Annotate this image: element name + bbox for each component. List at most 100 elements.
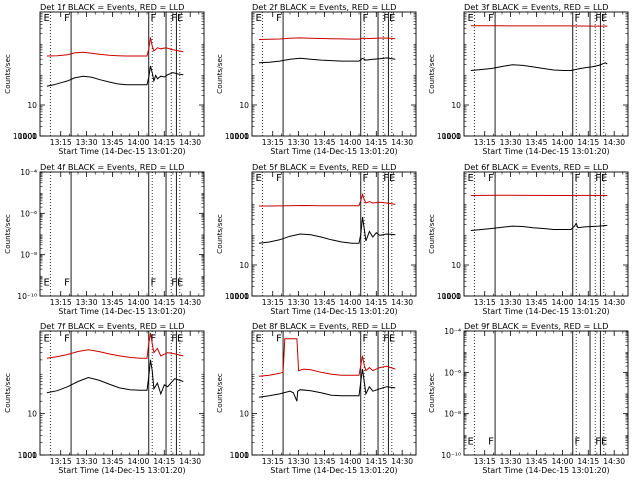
x-tick-label: 14:30 <box>179 138 201 147</box>
series-line-events <box>470 62 608 71</box>
x-tick-label: 13:15 <box>50 298 72 307</box>
x-tick-label: 14:30 <box>179 298 201 307</box>
y-tick-label: 10 <box>239 261 249 270</box>
y-tick-label: 1000 <box>230 292 249 301</box>
interval-marker: F <box>362 13 368 24</box>
x-tick-label: 14:30 <box>391 457 413 466</box>
y-axis-label: Counts/sec <box>427 214 436 254</box>
interval-marker: FE <box>171 13 183 24</box>
x-tick-label: 14:00 <box>551 138 573 147</box>
x-axis-label: Start Time (14-Dec-15 13:01:20) <box>482 147 609 156</box>
x-tick-label: 14:15 <box>153 457 175 466</box>
interval-marker: FE <box>383 13 395 24</box>
interval-marker: E <box>43 333 49 344</box>
interval-marker: FE <box>383 173 395 184</box>
x-tick-label: 14:15 <box>153 298 175 307</box>
interval-marker: FE <box>383 333 395 344</box>
interval-marker: FE <box>595 13 607 24</box>
plot-frame <box>39 330 205 456</box>
panel-det-6: Det 6f BLACK = Events, RED = LLD 1 10 10010… <box>427 162 629 316</box>
interval-marker: F <box>150 278 156 289</box>
x-tick-label: 13:30 <box>288 457 310 466</box>
panel-title: Det 4f BLACK = Events, RED = LLD <box>40 162 184 172</box>
x-axis-label: Start Time (14-Dec-15 13:01:20) <box>58 466 185 475</box>
y-tick-label: 100 <box>23 132 38 141</box>
interval-marker: E <box>255 13 261 24</box>
x-tick-label: 14:30 <box>391 138 413 147</box>
interval-marker: F <box>150 333 156 344</box>
panel-title: Det 1f BLACK = Events, RED = LLD <box>40 2 184 12</box>
interval-marker: F <box>362 173 368 184</box>
panel-title: Det 6f BLACK = Events, RED = LLD <box>464 162 608 172</box>
y-tick-label: 10000 <box>225 132 249 141</box>
x-tick-label: 13:30 <box>500 138 522 147</box>
x-axis-label: Start Time (14-Dec-15 13:01:20) <box>58 147 185 156</box>
x-tick-label: 13:45 <box>526 457 548 466</box>
plot-frame <box>251 330 417 456</box>
x-tick-label: 13:15 <box>50 457 72 466</box>
y-tick-label: 100 <box>235 132 250 141</box>
interval-marker: E <box>43 13 49 24</box>
y-tick-label: 10⁻¹⁰ <box>17 292 37 301</box>
y-tick-label: 1000 <box>18 132 37 141</box>
y-tick-label: 10000 <box>225 292 249 301</box>
x-tick-label: 14:00 <box>339 138 361 147</box>
x-tick-label: 13:15 <box>474 298 496 307</box>
interval-marker: F <box>574 173 580 184</box>
panel-det-4: Det 4f BLACK = Events, RED = LLD 10⁻¹⁰ 10⁻… <box>3 162 205 316</box>
x-tick-label: 14:30 <box>603 457 625 466</box>
series-line-lld <box>258 37 396 40</box>
panel-title: Det 8f BLACK = Events, RED = LLD <box>252 321 396 331</box>
y-tick-label: 100 <box>235 451 250 460</box>
interval-marker: F <box>64 333 70 344</box>
y-tick-label: 10 <box>239 410 249 419</box>
x-tick-label: 14:30 <box>603 138 625 147</box>
plot-frame <box>463 11 629 137</box>
y-tick-label: 100 <box>447 292 462 301</box>
x-tick-label: 14:00 <box>551 457 573 466</box>
y-tick-label: 100 <box>235 292 250 301</box>
panel-title: Det 5f BLACK = Events, RED = LLD <box>252 162 396 172</box>
interval-marker: F <box>276 333 282 344</box>
interval-marker: F <box>64 278 70 289</box>
x-tick-label: 13:15 <box>474 457 496 466</box>
x-tick-label: 13:30 <box>76 298 98 307</box>
y-tick-label: 10⁻⁴ <box>444 327 461 336</box>
y-tick-label: 10000 <box>13 132 37 141</box>
y-tick-label: 1 <box>244 132 249 141</box>
x-axis-label: Start Time (14-Dec-15 13:01:20) <box>58 307 185 316</box>
y-tick-label: 1000 <box>18 451 37 460</box>
series-line-events <box>46 65 184 87</box>
x-tick-label: 14:30 <box>603 298 625 307</box>
y-axis-label: Counts/sec <box>215 373 224 413</box>
x-axis-label: Start Time (14-Dec-15 13:01:20) <box>270 147 397 156</box>
panel-det-5: Det 5f BLACK = Events, RED = LLD 1 10 10010… <box>215 162 417 316</box>
y-tick-label: 10 <box>451 101 461 110</box>
y-tick-label: 10⁻⁶ <box>444 368 461 377</box>
interval-marker: FE <box>171 333 183 344</box>
x-tick-label: 14:15 <box>365 457 387 466</box>
interval-marker: E <box>467 173 473 184</box>
series-line-events <box>258 57 396 64</box>
interval-marker: E <box>467 437 473 448</box>
x-tick-label: 13:30 <box>288 138 310 147</box>
x-tick-label: 14:15 <box>365 298 387 307</box>
interval-marker: F <box>574 13 580 24</box>
x-tick-label: 13:30 <box>288 298 310 307</box>
y-axis-label: Counts/sec <box>427 54 436 94</box>
y-tick-label: 10000 <box>437 132 461 141</box>
y-tick-label: 10 <box>239 101 249 110</box>
interval-marker: F <box>362 333 368 344</box>
plot-frame <box>39 171 205 297</box>
x-axis-label: Start Time (14-Dec-15 13:01:20) <box>482 466 609 475</box>
series-line-lld <box>46 37 184 57</box>
panel-title: Det 7f BLACK = Events, RED = LLD <box>40 321 184 331</box>
interval-marker: FE <box>595 173 607 184</box>
x-tick-label: 14:30 <box>179 457 201 466</box>
plot-frame <box>251 171 417 297</box>
plot-frame <box>251 11 417 137</box>
y-tick-label: 1 <box>244 451 249 460</box>
y-axis-label: Counts/sec <box>3 373 12 413</box>
y-tick-label: 10000 <box>437 292 461 301</box>
